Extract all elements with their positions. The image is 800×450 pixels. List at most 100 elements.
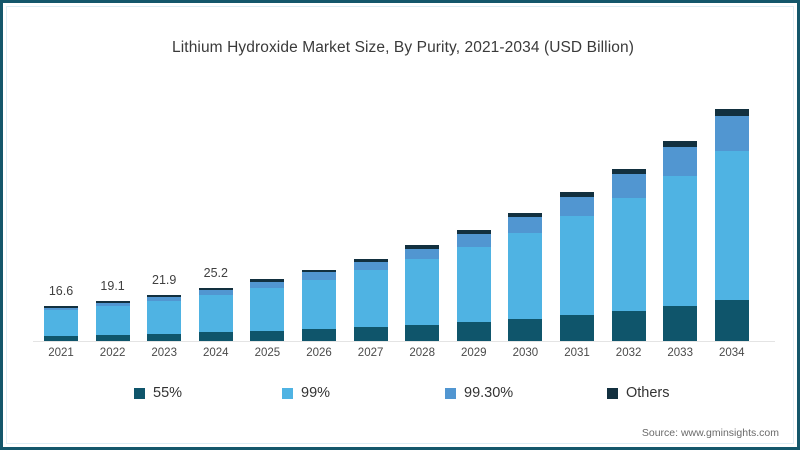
bar-segment-2023-99%[interactable] — [147, 300, 182, 334]
source-attribution: Source: www.gminsights.com — [641, 427, 779, 439]
bar-segment-2028-99%[interactable] — [405, 259, 440, 325]
bar-segment-2033-55%[interactable] — [663, 305, 698, 342]
bar-value-label-2021: 16.6 — [48, 284, 74, 299]
bar-segment-2027-99.30%[interactable] — [353, 261, 388, 271]
bar-segment-2030-Others[interactable] — [508, 212, 543, 217]
bar-segment-2032-99%[interactable] — [611, 197, 646, 311]
x-axis-tick-2028: 2028 — [409, 347, 435, 359]
bar-segment-2026-55%[interactable] — [302, 329, 336, 342]
bar-2030[interactable] — [508, 212, 543, 342]
x-axis-tick-2025: 2025 — [254, 347, 281, 359]
bar-segment-2030-99.30%[interactable] — [508, 217, 543, 233]
legend-item-99.30%[interactable]: 99.30% — [445, 385, 513, 401]
bar-segment-2027-99%[interactable] — [353, 270, 388, 328]
bar-segment-2034-99.30%[interactable] — [714, 116, 749, 152]
legend-item-55%[interactable]: 55% — [134, 385, 182, 401]
bar-segment-2022-55%[interactable] — [95, 334, 130, 342]
figure-inner-border — [6, 6, 794, 444]
legend-swatch-icon-99.30% — [445, 387, 456, 399]
bar-segment-2025-99%[interactable] — [250, 287, 285, 331]
chart-legend: 55% 99% 99.30% Others — [3, 385, 797, 407]
bar-segment-2021-99.30%[interactable] — [44, 308, 78, 311]
bar-segment-2032-99.30%[interactable] — [611, 174, 646, 198]
bar-2029[interactable] — [456, 230, 491, 342]
bar-segment-2021-99%[interactable] — [44, 310, 78, 336]
bar-segment-2024-Others[interactable] — [198, 287, 233, 290]
legend-label-55%: 55% — [153, 385, 183, 401]
bar-segment-2031-99.30%[interactable] — [560, 197, 594, 217]
bar-segment-2031-99%[interactable] — [560, 216, 594, 316]
legend-item-Others[interactable]: Others — [607, 385, 670, 401]
bar-segment-2023-99.30%[interactable] — [147, 296, 182, 301]
bar-segment-2034-55%[interactable] — [714, 300, 749, 342]
bar-segment-2029-Others[interactable] — [456, 230, 491, 235]
bar-segment-2030-55%[interactable] — [508, 318, 543, 342]
bar-2024[interactable] — [198, 287, 233, 342]
bar-2032[interactable] — [611, 168, 646, 342]
bar-segment-2029-99.30%[interactable] — [456, 234, 491, 248]
x-axis-line — [33, 341, 775, 342]
x-axis-tick-2031: 2031 — [564, 347, 590, 359]
bar-segment-2024-99%[interactable] — [198, 294, 233, 333]
chart-title: Lithium Hydroxide Market Size, By Purity… — [172, 39, 634, 56]
bar-segment-2028-Others[interactable] — [405, 245, 440, 249]
bar-2027[interactable] — [353, 258, 388, 342]
bar-2031[interactable] — [560, 192, 594, 342]
bar-2033[interactable] — [663, 141, 698, 342]
legend-swatch-icon-55% — [134, 387, 145, 399]
x-axis-tick-2027: 2027 — [357, 347, 384, 359]
bar-segment-2025-Others[interactable] — [250, 279, 285, 282]
bar-segment-2028-55%[interactable] — [405, 324, 440, 342]
bar-segment-2032-55%[interactable] — [611, 310, 646, 342]
bar-segment-2024-99.30%[interactable] — [198, 289, 233, 295]
bar-segment-2030-99%[interactable] — [508, 232, 543, 319]
bar-segment-2031-Others[interactable] — [560, 192, 594, 198]
bar-segment-2023-55%[interactable] — [147, 333, 182, 342]
bar-value-label-2023: 21.9 — [152, 272, 177, 287]
bar-segment-2031-55%[interactable] — [560, 315, 594, 342]
bar-segment-2025-99.30%[interactable] — [250, 281, 285, 288]
bar-segment-2024-55%[interactable] — [198, 332, 233, 342]
bar-segment-2029-55%[interactable] — [456, 322, 491, 342]
plot-area — [33, 83, 773, 342]
bar-segment-2022-99.30%[interactable] — [95, 302, 130, 306]
bar-segment-2026-99.30%[interactable] — [302, 272, 336, 280]
bar-segment-2033-99%[interactable] — [663, 175, 698, 306]
bar-segment-2029-99%[interactable] — [456, 247, 491, 323]
bar-2021[interactable] — [44, 306, 78, 342]
bar-segment-2021-55%[interactable] — [44, 335, 78, 342]
bar-segment-2021-Others[interactable] — [44, 306, 78, 309]
bar-segment-2027-Others[interactable] — [353, 258, 388, 262]
legend-item-99%[interactable]: 99% — [282, 385, 330, 401]
bar-segment-2022-Others[interactable] — [95, 300, 130, 303]
bar-segment-2033-Others[interactable] — [663, 141, 698, 148]
bar-segment-2023-Others[interactable] — [147, 294, 182, 297]
bar-2028[interactable] — [405, 245, 440, 342]
x-axis-tick-2032: 2032 — [615, 347, 642, 359]
bar-2022[interactable] — [95, 300, 130, 342]
bar-segment-2032-Others[interactable] — [611, 168, 646, 175]
bar-segment-2028-99.30%[interactable] — [405, 248, 440, 260]
x-axis-tick-2026: 2026 — [306, 347, 332, 359]
bar-segment-2025-55%[interactable] — [250, 330, 285, 342]
bar-segment-2026-Others[interactable] — [302, 269, 336, 273]
bar-segment-2033-99.30%[interactable] — [663, 147, 698, 176]
bar-2023[interactable] — [147, 294, 182, 342]
bar-segment-2034-99%[interactable] — [714, 151, 749, 301]
x-axis-tick-2034: 2034 — [719, 347, 745, 359]
legend-label-99.30%: 99.30% — [464, 385, 514, 401]
bar-segment-2034-Others[interactable] — [714, 109, 749, 117]
x-axis-tick-2033: 2033 — [667, 347, 693, 359]
legend-swatch-icon-Others — [607, 387, 618, 399]
bar-2034[interactable] — [714, 109, 749, 342]
bar-segment-2022-99%[interactable] — [95, 305, 130, 335]
x-axis-tick-2022: 2022 — [99, 347, 126, 359]
bar-2026[interactable] — [302, 269, 336, 342]
x-axis-tick-2021: 2021 — [48, 347, 74, 359]
bar-2025[interactable] — [250, 279, 285, 342]
legend-label-Others: Others — [626, 385, 670, 401]
bar-segment-2026-99%[interactable] — [302, 279, 336, 330]
bar-segment-2027-55%[interactable] — [353, 327, 388, 342]
x-axis-tick-2024: 2024 — [203, 347, 229, 359]
